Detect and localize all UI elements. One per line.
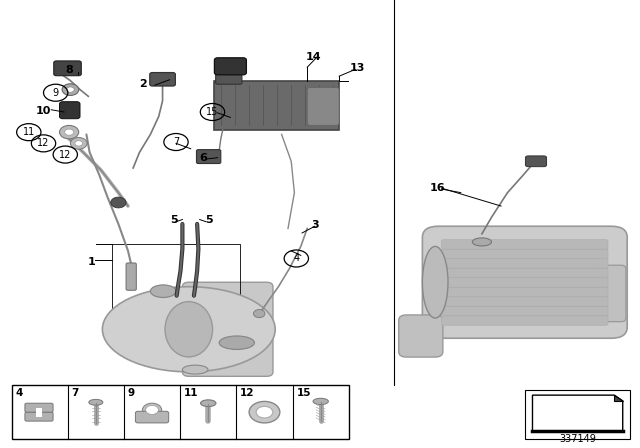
Bar <box>36 408 42 417</box>
Text: 16: 16 <box>429 183 445 193</box>
Ellipse shape <box>182 365 208 374</box>
Text: 12: 12 <box>59 150 72 159</box>
Text: 7: 7 <box>72 388 79 398</box>
Circle shape <box>253 310 265 318</box>
Text: 3: 3 <box>311 220 319 230</box>
Text: 15: 15 <box>296 388 311 398</box>
Circle shape <box>249 401 280 423</box>
FancyBboxPatch shape <box>25 412 53 421</box>
FancyBboxPatch shape <box>442 278 608 287</box>
Bar <box>112 244 240 349</box>
FancyBboxPatch shape <box>214 81 339 130</box>
Circle shape <box>60 125 79 139</box>
Ellipse shape <box>150 285 176 297</box>
Text: 11: 11 <box>22 127 35 137</box>
Text: 4: 4 <box>15 388 23 398</box>
FancyBboxPatch shape <box>196 150 221 164</box>
Bar <box>525 390 630 439</box>
FancyBboxPatch shape <box>442 258 608 268</box>
FancyBboxPatch shape <box>600 265 626 322</box>
Text: 2: 2 <box>140 79 147 89</box>
Circle shape <box>111 197 126 208</box>
Text: 1: 1 <box>88 257 95 267</box>
FancyBboxPatch shape <box>442 287 608 297</box>
Text: 13: 13 <box>349 63 365 73</box>
FancyBboxPatch shape <box>442 297 608 306</box>
Text: 6: 6 <box>200 153 207 163</box>
Text: 8: 8 <box>65 65 73 75</box>
Ellipse shape <box>143 403 162 417</box>
Text: 7: 7 <box>173 137 179 147</box>
Text: 4: 4 <box>293 254 300 263</box>
FancyBboxPatch shape <box>525 156 547 167</box>
FancyBboxPatch shape <box>150 73 175 86</box>
FancyBboxPatch shape <box>442 316 608 325</box>
Ellipse shape <box>219 336 255 349</box>
Text: 5: 5 <box>205 215 212 225</box>
FancyBboxPatch shape <box>442 268 608 278</box>
FancyBboxPatch shape <box>442 249 608 258</box>
FancyBboxPatch shape <box>422 226 627 338</box>
FancyBboxPatch shape <box>54 61 81 76</box>
Text: 15: 15 <box>206 107 219 117</box>
Text: 14: 14 <box>306 52 321 62</box>
Ellipse shape <box>422 246 448 318</box>
FancyBboxPatch shape <box>136 411 169 423</box>
Circle shape <box>65 129 74 135</box>
Ellipse shape <box>200 400 216 407</box>
Ellipse shape <box>89 400 103 405</box>
FancyBboxPatch shape <box>442 306 608 316</box>
Text: 10: 10 <box>35 106 51 116</box>
Circle shape <box>70 138 87 149</box>
FancyBboxPatch shape <box>126 263 136 290</box>
Circle shape <box>62 84 79 95</box>
Polygon shape <box>614 395 623 401</box>
Ellipse shape <box>472 238 492 246</box>
FancyBboxPatch shape <box>307 87 339 125</box>
FancyBboxPatch shape <box>182 282 273 376</box>
Ellipse shape <box>165 302 212 357</box>
Bar <box>12 385 349 439</box>
Text: 12: 12 <box>240 388 255 398</box>
Text: 11: 11 <box>184 388 198 398</box>
FancyBboxPatch shape <box>60 102 80 119</box>
Circle shape <box>75 141 83 146</box>
Text: 9: 9 <box>128 388 135 398</box>
FancyBboxPatch shape <box>214 58 246 75</box>
FancyBboxPatch shape <box>25 403 53 412</box>
Circle shape <box>67 87 74 92</box>
FancyBboxPatch shape <box>442 240 608 249</box>
Circle shape <box>256 406 273 418</box>
Text: 12: 12 <box>37 138 50 148</box>
Text: 9: 9 <box>52 88 59 98</box>
FancyBboxPatch shape <box>216 70 242 84</box>
Ellipse shape <box>313 398 328 405</box>
FancyBboxPatch shape <box>399 315 443 357</box>
Text: 5: 5 <box>170 215 178 225</box>
Circle shape <box>146 405 159 414</box>
Ellipse shape <box>102 287 275 372</box>
Text: 337149: 337149 <box>559 435 596 444</box>
